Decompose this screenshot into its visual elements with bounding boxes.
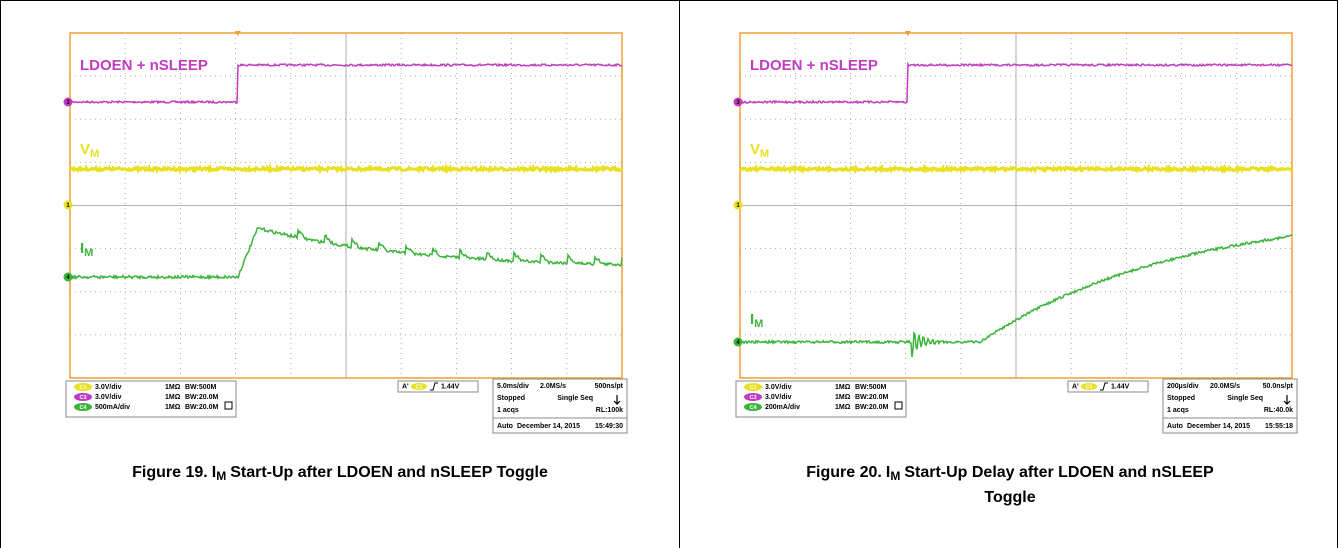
timebase: 5.0ms/div bbox=[497, 383, 529, 390]
channel-impedance: 1MΩ bbox=[835, 394, 851, 401]
channel-badge-label: C1 bbox=[749, 385, 756, 391]
caption: Toggle bbox=[984, 489, 1035, 506]
channel-impedance: 1MΩ bbox=[165, 384, 181, 391]
caption-text: Toggle bbox=[984, 489, 1035, 506]
channel-badge-label: C4 bbox=[79, 405, 87, 411]
waveform-vm bbox=[740, 168, 1292, 171]
caption-sub: M bbox=[890, 469, 900, 483]
label-sub: M bbox=[760, 148, 769, 160]
channel-badge-label: C1 bbox=[79, 385, 86, 391]
state: Stopped bbox=[1167, 395, 1195, 402]
trigger-level: 1.44V bbox=[1111, 383, 1130, 390]
record-length: RL:100k bbox=[596, 407, 623, 414]
trigger-prefix: A' bbox=[402, 383, 409, 390]
label-main: V bbox=[750, 141, 760, 158]
caption-number: Figure 19. bbox=[132, 464, 208, 481]
trigger-mode: Auto bbox=[497, 423, 513, 430]
trigger-prefix: A' bbox=[1072, 383, 1079, 390]
label-sub: M bbox=[84, 247, 93, 259]
filter-icon bbox=[895, 402, 902, 409]
date: December 14, 2015 bbox=[517, 423, 580, 430]
mode: Single Seq bbox=[1227, 395, 1263, 402]
label-im: IM bbox=[80, 240, 93, 259]
channel-impedance: 1MΩ bbox=[165, 404, 181, 411]
mode: Single Seq bbox=[557, 395, 593, 402]
channel-bandwidth: BW:20.0M bbox=[855, 404, 888, 411]
record-length: RL:40.0k bbox=[1264, 407, 1293, 414]
label-vm: VM bbox=[750, 141, 769, 160]
channel-bandwidth: BW:500M bbox=[185, 384, 217, 391]
channel-scale: 500mA/div bbox=[95, 404, 130, 411]
page: LDOEN + nSLEEPVMIM314C13.0V/div1MΩBW:500… bbox=[0, 0, 1338, 548]
acqs: 1 acqs bbox=[497, 407, 519, 414]
label-main: V bbox=[80, 141, 90, 158]
label-enable: LDOEN + nSLEEP bbox=[80, 57, 208, 74]
caption-sub: M bbox=[216, 469, 226, 483]
resolution: 500ns/pt bbox=[595, 383, 624, 390]
timebase: 200µs/div bbox=[1167, 383, 1199, 390]
trigger-level: 1.44V bbox=[441, 383, 460, 390]
channel-scale: 3.0V/div bbox=[95, 384, 122, 391]
sample-rate: 2.0MS/s bbox=[540, 383, 566, 390]
waveform-vm bbox=[70, 168, 622, 171]
channel-scale: 3.0V/div bbox=[765, 394, 792, 401]
channel-impedance: 1MΩ bbox=[835, 404, 851, 411]
caption-number: Figure 20. bbox=[806, 464, 882, 481]
channel-bandwidth: BW:20.0M bbox=[185, 394, 218, 401]
channel-impedance: 1MΩ bbox=[835, 384, 851, 391]
label-enable: LDOEN + nSLEEP bbox=[750, 57, 878, 74]
channel-badge-label: C3 bbox=[749, 395, 756, 401]
trigger-badge-label: C1 bbox=[415, 384, 422, 390]
channel-bandwidth: BW:20.0M bbox=[855, 394, 888, 401]
channel-bandwidth: BW:20.0M bbox=[185, 404, 218, 411]
channel-scale: 3.0V/div bbox=[95, 394, 122, 401]
label-sub: M bbox=[754, 318, 763, 330]
filter-icon bbox=[225, 402, 232, 409]
channel-badge-label: C4 bbox=[749, 405, 757, 411]
time: 15:49:30 bbox=[595, 423, 623, 430]
channel-scale: 3.0V/div bbox=[765, 384, 792, 391]
label-sub: M bbox=[90, 148, 99, 160]
time: 15:55:18 bbox=[1265, 423, 1293, 430]
channel-bandwidth: BW:500M bbox=[855, 384, 887, 391]
label-im: IM bbox=[750, 311, 763, 330]
caption-text: Start-Up Delay after LDOEN and nSLEEP bbox=[904, 464, 1214, 481]
resolution: 50.0ns/pt bbox=[1263, 383, 1294, 390]
caption: Figure 20.IMStart-Up Delay after LDOEN a… bbox=[806, 464, 1214, 483]
acqs: 1 acqs bbox=[1167, 407, 1189, 414]
trigger-mode: Auto bbox=[1167, 423, 1183, 430]
label-vm: VM bbox=[80, 141, 99, 160]
channel-impedance: 1MΩ bbox=[165, 394, 181, 401]
channel-badge-label: C3 bbox=[79, 395, 86, 401]
caption-text: Start-Up after LDOEN and nSLEEP Toggle bbox=[230, 464, 548, 481]
channel-scale: 200mA/div bbox=[765, 404, 800, 411]
trigger-badge-label: C1 bbox=[1085, 384, 1092, 390]
date: December 14, 2015 bbox=[1187, 423, 1250, 430]
state: Stopped bbox=[497, 395, 525, 402]
sample-rate: 20.0MS/s bbox=[1210, 383, 1240, 390]
